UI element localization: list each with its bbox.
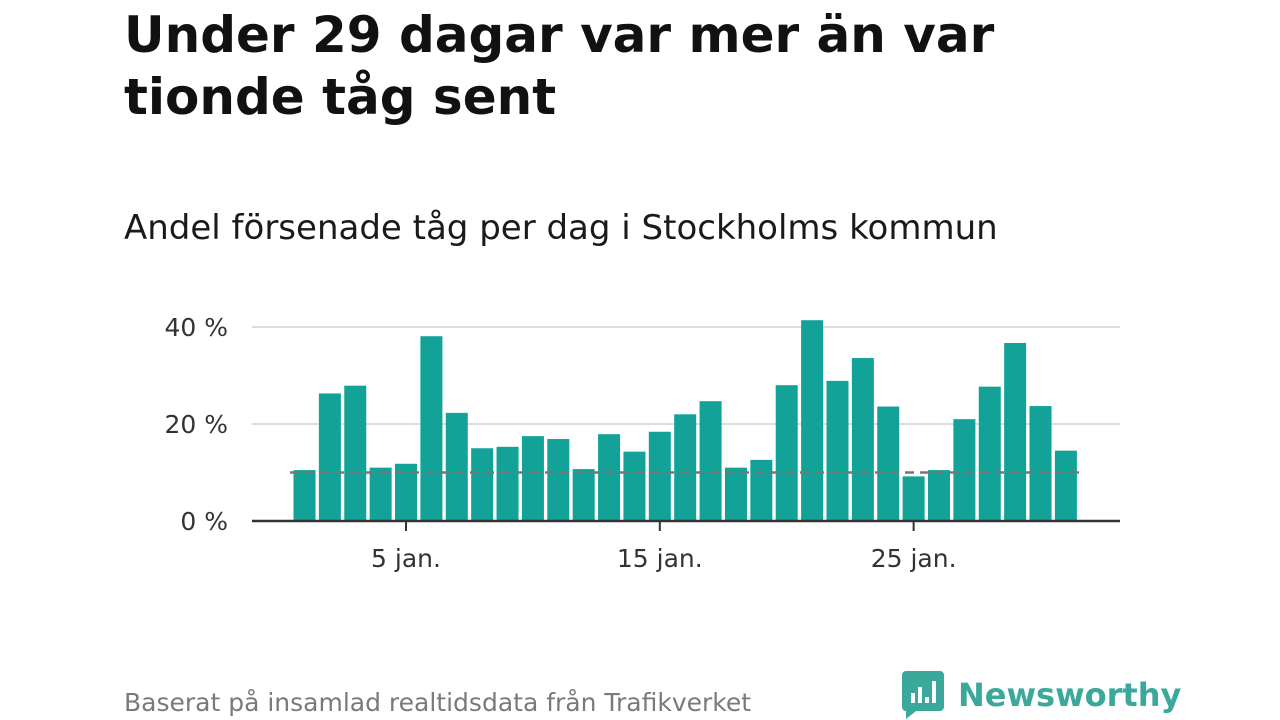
bar bbox=[420, 336, 443, 521]
bar bbox=[674, 414, 697, 521]
source-note: Baserat på insamlad realtidsdata från Tr… bbox=[124, 688, 752, 717]
bar bbox=[344, 385, 367, 521]
y-tick-label: 20 % bbox=[164, 410, 228, 439]
bar bbox=[699, 401, 722, 521]
bar bbox=[547, 439, 570, 521]
bar bbox=[902, 476, 925, 521]
bar bbox=[293, 470, 316, 521]
bar bbox=[851, 358, 874, 521]
bar bbox=[750, 459, 773, 521]
chart-subtitle: Andel försenade tåg per dag i Stockholms… bbox=[124, 208, 998, 248]
x-tick-label: 15 jan. bbox=[617, 544, 703, 573]
brand-name: Newsworthy bbox=[958, 676, 1182, 714]
newsworthy-logo-icon bbox=[902, 671, 944, 719]
bar bbox=[445, 412, 468, 521]
y-tick-label: 40 % bbox=[164, 313, 228, 342]
x-axis-ticks: 5 jan. 15 jan. 25 jan. bbox=[371, 521, 957, 573]
bar bbox=[978, 386, 1001, 521]
bar bbox=[318, 393, 341, 521]
x-tick-label: 5 jan. bbox=[371, 544, 441, 573]
bar bbox=[775, 385, 798, 521]
bars bbox=[293, 320, 1077, 521]
bar bbox=[801, 320, 824, 521]
bar bbox=[369, 467, 392, 521]
x-tick-label: 25 jan. bbox=[871, 544, 957, 573]
y-axis-ticks: 0 % 20 % 40 % bbox=[164, 313, 228, 536]
bar bbox=[648, 431, 671, 521]
bar bbox=[572, 469, 595, 521]
bar bbox=[496, 446, 519, 521]
bar bbox=[598, 434, 621, 521]
bar bbox=[928, 470, 950, 521]
bar bbox=[521, 436, 544, 521]
bar bbox=[826, 380, 849, 521]
bar bbox=[1004, 343, 1027, 521]
bar bbox=[1054, 450, 1077, 521]
y-tick-label: 0 % bbox=[180, 507, 228, 536]
bar bbox=[877, 406, 900, 521]
bar bbox=[623, 451, 646, 521]
brand-logo: Newsworthy bbox=[902, 670, 1181, 720]
bar bbox=[395, 463, 418, 521]
bar bbox=[953, 419, 976, 521]
bar bbox=[1029, 406, 1052, 521]
bar bbox=[724, 467, 747, 521]
chart-title: Under 29 dagar var mer än var tionde tåg… bbox=[124, 6, 995, 126]
bar bbox=[471, 448, 494, 521]
